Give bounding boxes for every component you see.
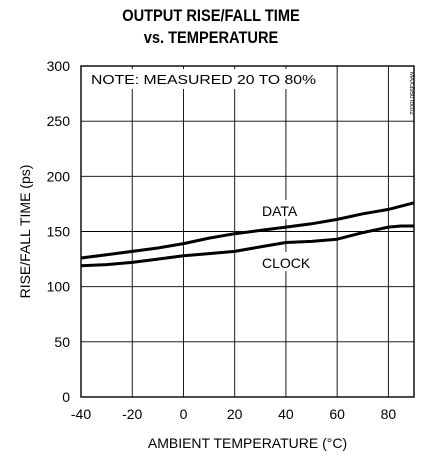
x-tick-label: 20 <box>227 406 243 422</box>
y-tick-label: 200 <box>47 168 71 184</box>
y-tick-label: 300 <box>47 58 71 74</box>
series-line-data <box>80 201 415 260</box>
clock-label-background <box>259 252 311 271</box>
x-tick-label: -40 <box>71 406 91 422</box>
x-tick-labels: -40 -20 0 20 40 60 80 <box>71 406 396 422</box>
chart-title-line2: vs. TEMPERATURE <box>143 28 279 47</box>
y-tick-label: 150 <box>47 224 71 240</box>
y-axis-label: RISE/FALL TIME (ps) <box>17 165 33 299</box>
series-label-data: DATA <box>262 203 298 219</box>
series-label-clock: CLOCK <box>262 255 311 271</box>
x-tick-label: -20 <box>122 406 142 422</box>
y-tick-label: 50 <box>54 334 70 350</box>
data-label-background <box>259 200 301 219</box>
x-tick-label: 60 <box>329 406 345 422</box>
y-tick-label: 0 <box>62 389 70 405</box>
y-tick-label: 100 <box>47 279 71 295</box>
plot-frame <box>80 65 415 398</box>
grid-lines <box>81 66 414 397</box>
measurement-note: NOTE: MEASURED 20 TO 80% <box>91 72 317 87</box>
x-tick-label: 80 <box>381 406 397 422</box>
x-tick-label: 40 <box>278 406 294 422</box>
series-lines <box>80 201 415 268</box>
y-tick-labels: 0 50 100 150 200 250 300 <box>47 58 71 405</box>
x-axis-label: AMBIENT TEMPERATURE (°C) <box>148 435 347 451</box>
y-tick-label: 250 <box>47 113 71 129</box>
series-line-clock <box>80 224 414 268</box>
chart-title-line1: OUTPUT RISE/FALL TIME <box>122 6 300 25</box>
note-background <box>88 69 318 89</box>
figure-id-watermark: MAX3950 toc02 <box>408 72 414 115</box>
x-tick-label: 0 <box>180 406 188 422</box>
